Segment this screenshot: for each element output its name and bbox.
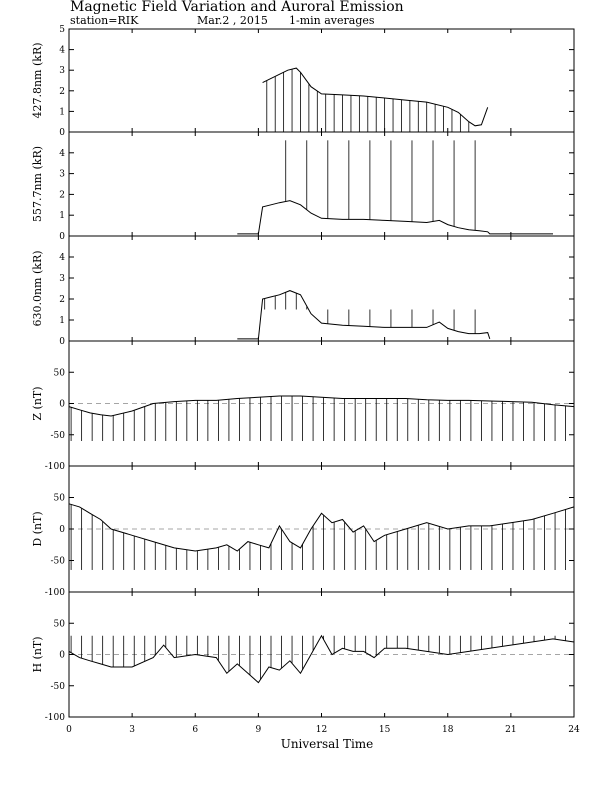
series-line-630 <box>237 290 491 340</box>
series-line-H <box>68 634 575 684</box>
series-line-557 <box>237 200 553 235</box>
ylabel-557: 557.7nm (kR) <box>31 146 44 222</box>
ylabel-630: 630.0nm (kR) <box>31 250 44 326</box>
ytick-label-H: 50 <box>54 619 66 629</box>
ytick-label-D: -50 <box>51 557 66 567</box>
panels: 0 1 2 3 4 5 427.8nm (kR) 0 1 2 3 4 557.7nm (kR) 0 1 2 3 4… <box>31 25 575 723</box>
ytick-label-557: 1 <box>59 211 65 221</box>
station-label: station=RIK <box>70 14 139 27</box>
ytick-label-427: 4 <box>59 46 65 56</box>
ylabel-H: H (nT) <box>31 636 44 672</box>
panel-frame-630 <box>68 235 575 342</box>
ylabel-D: D (nT) <box>31 511 44 546</box>
ytick-label-D: 0 <box>59 525 65 535</box>
panel-630: 0 1 2 3 4 630.0nm (kR) <box>31 235 575 347</box>
ytick-label-630: 4 <box>59 253 65 263</box>
ytick-label-Z: -50 <box>51 431 66 441</box>
chart-title: Magnetic Field Variation and Auroral Emi… <box>70 0 404 15</box>
xtick-label: 18 <box>442 725 454 735</box>
xtick-label: 0 <box>66 725 72 735</box>
ytick-label-557: 3 <box>59 170 65 180</box>
ylabel-427: 427.8nm (kR) <box>31 42 44 118</box>
ytick-label-H: 0 <box>59 651 65 661</box>
ytick-label-427: 3 <box>59 66 65 76</box>
panel-frame-557 <box>68 131 575 237</box>
ytick-label-630: 3 <box>59 274 65 284</box>
ytick-label-427: 2 <box>59 87 65 97</box>
ytick-label-Z: 0 <box>59 400 65 410</box>
series-line-D <box>68 503 575 552</box>
ytick-label-427: 1 <box>59 107 65 117</box>
xtick-label: 21 <box>505 725 516 735</box>
xtick-label: 24 <box>568 725 580 735</box>
panel-Z: -100 -50 0 50 Z (nT) <box>31 340 575 472</box>
ylabel-Z: Z (nT) <box>31 386 44 420</box>
xtick-label: 9 <box>256 725 262 735</box>
xtick-label: 12 <box>316 725 327 735</box>
xtick-label: 6 <box>192 725 198 735</box>
panel-frame-427 <box>68 28 575 133</box>
ytick-label-557: 0 <box>59 232 65 242</box>
ytick-label-H: -50 <box>51 682 66 692</box>
ytick-label-557: 4 <box>59 149 65 159</box>
panel-H: -100 -50 0 50 H (nT) <box>31 591 575 723</box>
panel-557: 0 1 2 3 4 557.7nm (kR) <box>31 131 575 242</box>
ytick-label-D: -100 <box>45 588 65 598</box>
x-axis: 0 3 6 9 12 15 18 21 24 <box>66 725 580 735</box>
ytick-label-630: 1 <box>59 316 65 326</box>
series-line-Z <box>68 395 575 417</box>
ytick-label-630: 0 <box>59 337 65 347</box>
ytick-label-427: 0 <box>59 128 65 138</box>
averaging-label: 1-min averages <box>289 14 375 27</box>
ytick-label-557: 2 <box>59 190 65 200</box>
xtick-label: 3 <box>129 725 135 735</box>
ytick-label-427: 5 <box>59 25 65 35</box>
xtick-label: 15 <box>379 725 391 735</box>
ytick-label-H: -100 <box>45 713 65 723</box>
panel-D: -100 -50 0 50 D (nT) <box>31 465 575 598</box>
ytick-label-Z: -100 <box>45 462 65 472</box>
x-axis-label: Universal Time <box>281 737 374 751</box>
ytick-label-D: 50 <box>54 494 66 504</box>
date-label: Mar.2 , 2015 <box>197 14 268 27</box>
ytick-label-630: 2 <box>59 295 65 305</box>
panel-427: 0 1 2 3 4 5 427.8nm (kR) <box>31 25 575 138</box>
ytick-label-Z: 50 <box>54 368 66 378</box>
series-line-427 <box>262 67 489 127</box>
